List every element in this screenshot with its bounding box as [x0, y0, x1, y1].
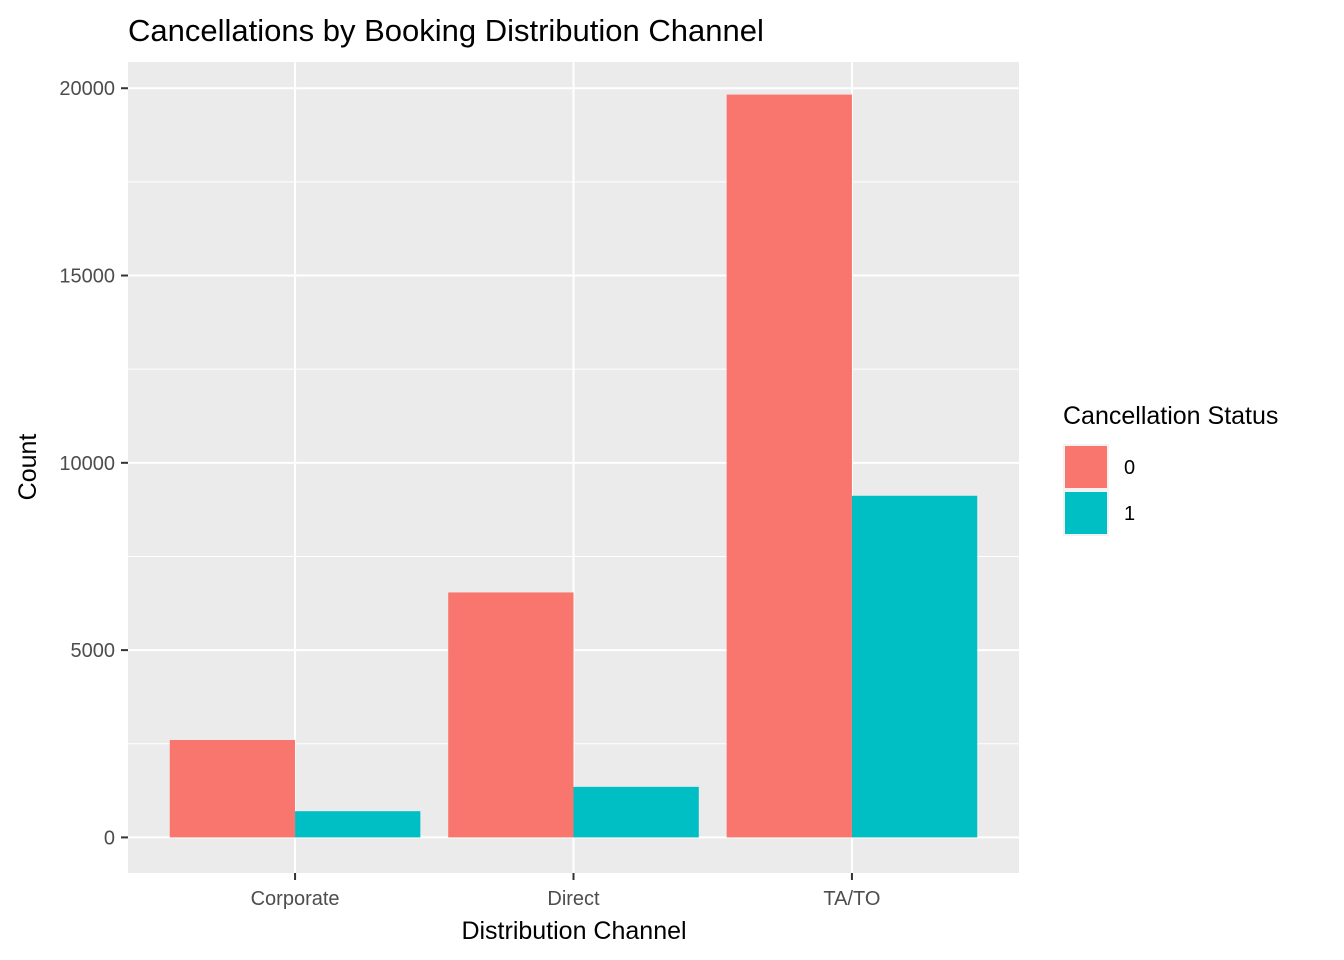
y-tick-label: 5000: [71, 640, 116, 662]
legend-title: Cancellation Status: [1063, 402, 1278, 430]
bar: [573, 786, 699, 838]
bar: [169, 740, 296, 838]
x-tick-label: Corporate: [251, 888, 340, 910]
x-tick-label: TA/TO: [823, 888, 880, 910]
legend-label: 0: [1124, 457, 1135, 479]
x-axis: Corporate Direct TA/TO: [251, 873, 880, 910]
y-tick-label: 20000: [59, 78, 115, 100]
y-tick-label: 0: [104, 827, 115, 849]
chart-title: Cancellations by Booking Distribution Ch…: [128, 13, 764, 48]
y-axis: 0 5000 10000 15000 20000: [59, 78, 128, 849]
legend: Cancellation Status 0 1: [1063, 402, 1278, 536]
y-tick-label: 15000: [59, 266, 115, 288]
bar: [726, 94, 852, 838]
y-axis-title: Count: [14, 434, 42, 501]
x-axis-title: Distribution Channel: [461, 917, 686, 945]
x-tick-label: Direct: [547, 888, 600, 910]
bar: [851, 495, 978, 838]
bars: [169, 94, 978, 838]
y-tick-label: 10000: [59, 453, 115, 475]
bar: [448, 592, 574, 838]
legend-swatch: [1065, 446, 1107, 488]
legend-swatch: [1065, 492, 1107, 534]
bar: [295, 811, 421, 838]
legend-label: 1: [1124, 503, 1135, 525]
